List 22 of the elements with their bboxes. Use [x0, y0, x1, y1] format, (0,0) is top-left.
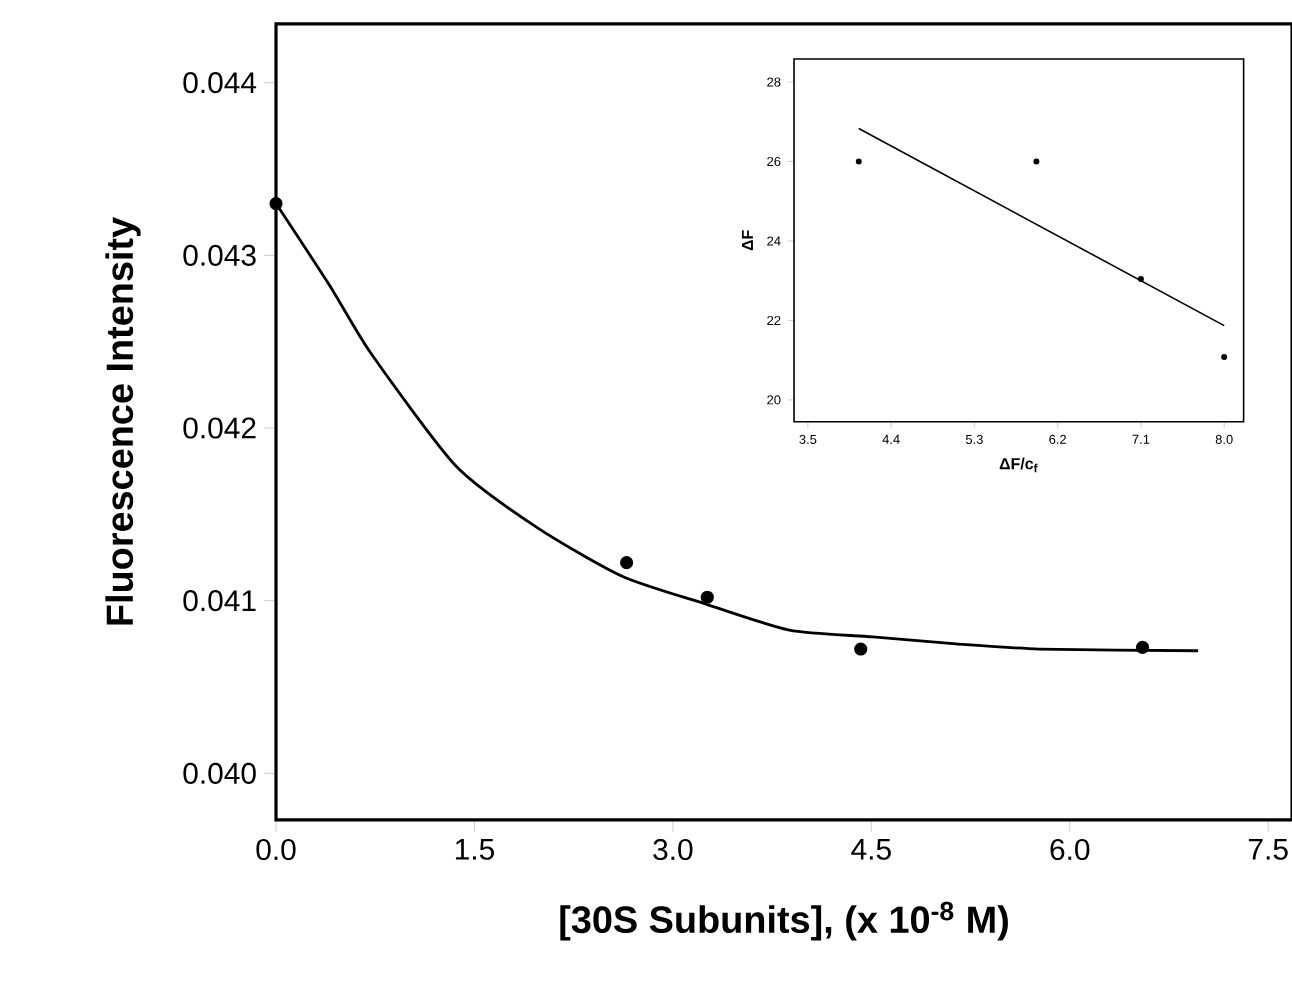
x-tick-label: 1.5 — [455, 838, 494, 860]
point — [1137, 276, 1144, 283]
point — [1221, 354, 1228, 360]
x-axis-title: [30S Subunits], (x 10$^{-8}$ M) — [560, 901, 1008, 941]
y-tick-label: 0.041 — [183, 590, 256, 612]
point — [700, 590, 714, 604]
point — [854, 642, 868, 656]
y-tick-label: 0.043 — [183, 244, 256, 266]
y-axis-title: Fluorescence Intensity — [105, 217, 141, 625]
y-tick-label: 0.042 — [183, 417, 256, 439]
x-tick-label: 0.0 — [256, 838, 296, 861]
point — [620, 556, 634, 570]
x-tick-label: 4.5 — [851, 838, 891, 860]
point — [269, 196, 283, 211]
point — [855, 158, 862, 165]
x-tick-label: 3.0 — [653, 838, 693, 861]
y-tick-label: 0.044 — [183, 72, 257, 94]
x-tick-label: 7.5 — [1248, 838, 1288, 860]
point — [1033, 158, 1040, 165]
y-tick-label: 0.040 — [183, 762, 256, 784]
x-tick-label: 6.0 — [1050, 838, 1090, 861]
point — [1135, 640, 1150, 654]
